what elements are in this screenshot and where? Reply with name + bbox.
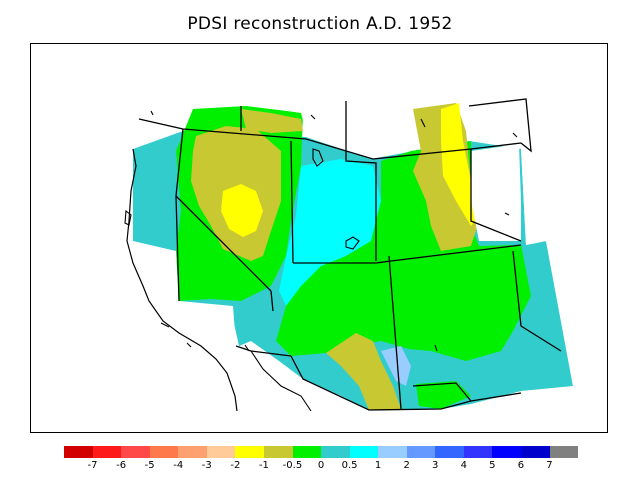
legend-swatch [178,446,207,458]
northeast-white-gap [471,144,521,241]
border-colorado-nm [388,255,402,410]
legend-label: -4 [173,460,184,471]
region-yellow-west [221,184,263,237]
coastline-west [126,148,238,412]
legend-swatch [263,446,293,458]
island-4 [512,132,518,138]
region-lightblue-south [381,346,411,386]
legend-swatch [92,446,122,458]
legend-label: 0.5 [341,460,358,471]
island-3 [420,118,426,128]
map-frame [30,43,608,433]
region-teal-coast [133,141,181,241]
legend-label: -7 [87,460,98,471]
legend-swatch [463,446,493,458]
region-green-south [416,381,471,409]
border-idaho-montana [345,101,377,261]
legend-swatch [235,446,264,458]
ocean-mask-west [31,44,241,432]
border-nevada-ca [175,195,272,292]
lakes-and-islands [124,110,518,352]
legend-label: 2 [403,460,410,471]
island-5 [186,342,192,348]
border-nevada-ca-south [270,290,274,312]
legend-label: -6 [116,460,127,471]
legend-label: -0.5 [282,460,303,471]
legend-label: -5 [144,460,155,471]
island-2 [310,114,316,120]
north-mask [31,44,607,156]
legend-swatch [492,446,521,458]
east-mask [521,141,607,386]
border-canada-west [138,118,522,160]
legend-swatch [292,446,322,458]
legend-label: -1 [258,460,269,471]
legend-label: 4 [460,460,467,471]
legend-swatch [521,446,550,458]
region-olive-south [326,333,401,410]
legend-label: 5 [489,460,496,471]
border-canada-east [468,98,532,153]
great-salt-lake [345,236,360,250]
legend-swatch [149,446,179,458]
region-olive-top [241,109,303,133]
coastline-baja [250,350,312,412]
border-nm-tx [512,250,562,352]
legend-label: -2 [230,460,241,471]
legend-swatch [349,446,379,458]
island-8 [504,212,510,216]
legend-swatch [321,446,350,458]
legend-swatch [435,446,464,458]
island-9 [160,322,170,328]
border-idaho-west [290,140,294,264]
legend-swatch [64,446,93,458]
mexico-mask [211,361,607,432]
pdsi-map [31,44,607,432]
puget-sound [124,209,132,226]
border-wy-sd [470,149,522,242]
legend-labels: -7 -6 -5 -4 -3 -2 -1 -0.5 0 0.5 1 2 3 4 5 6 7 [64,460,578,474]
legend-label: 3 [432,460,439,471]
legend-swatch [549,446,579,458]
region-yellow-northeast [441,103,479,226]
southwest-white-gap [179,301,236,346]
island-6 [244,344,250,352]
border-utah-colorado [293,244,522,264]
island-1 [150,110,154,116]
legend-swatch [121,446,150,458]
legend-swatch [406,446,436,458]
legend-label: 1 [374,460,382,471]
legend-label: 0 [317,460,325,471]
legend-swatch [206,446,236,458]
island-7 [434,344,438,352]
legend-label: 7 [546,460,553,471]
region-cyan-basin [279,159,381,316]
legend-label: 6 [517,460,525,471]
flathead-lake [312,148,324,167]
legend-swatch [378,446,407,458]
border-az-mexico [290,355,522,411]
color-legend [64,446,579,458]
border-az-south [412,382,472,402]
state-borders [138,98,562,411]
legend-label: -3 [201,460,212,471]
map-title: PDSI reconstruction A.D. 1952 [187,14,453,34]
